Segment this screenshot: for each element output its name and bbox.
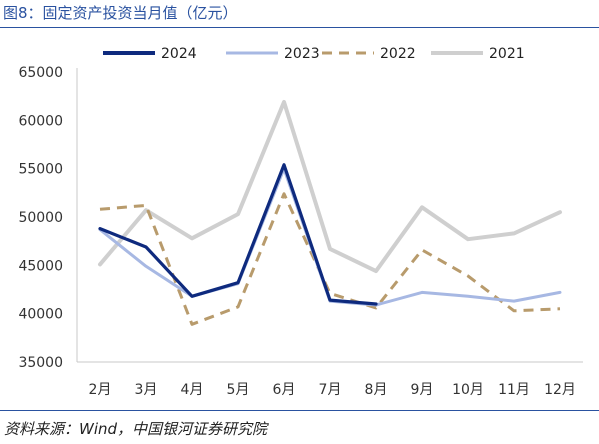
x-tick-label: 7月: [319, 382, 342, 398]
legend-label-2023: 2023: [284, 46, 320, 62]
x-tick-label: 12月: [544, 382, 576, 398]
series-line-2022: [99, 192, 561, 326]
chart-legend: 2024 2023 2022 2021: [103, 46, 525, 62]
x-tick-label: 2月: [89, 382, 112, 398]
source-note: 资料来源：Wind，中国银河证券研究院: [4, 420, 268, 438]
legend-label-2024: 2024: [161, 46, 197, 62]
x-tick-label: 5月: [227, 382, 250, 398]
series-line-2024: [98, 163, 378, 306]
title-rule: [0, 27, 599, 28]
legend-label-2021: 2021: [489, 46, 525, 62]
x-tick-label: 10月: [452, 382, 484, 398]
y-tick-label: 45000: [18, 258, 63, 274]
y-tick-label: 40000: [18, 307, 63, 323]
chart-title: 图8：固定资产投资当月值（亿元）: [3, 4, 238, 22]
y-tick-label: 65000: [18, 65, 63, 81]
y-tick-label: 35000: [18, 355, 63, 371]
x-tick-label: 9月: [411, 382, 434, 398]
x-tick-label: 3月: [135, 382, 158, 398]
line-chart: 35000 40000 45000 50000 55000 60000 65000 2月 3月 4…: [18, 46, 583, 398]
chart-axes: 35000 40000 45000 50000 55000 60000 65000 2月 3月 4…: [18, 65, 583, 398]
legend-label-2022: 2022: [380, 46, 416, 62]
chart-series: [98, 100, 562, 326]
y-tick-label: 55000: [18, 162, 63, 178]
x-tick-label: 8月: [365, 382, 388, 398]
x-tick-label: 4月: [181, 382, 204, 398]
series-line-2021: [98, 100, 562, 274]
footer-rule: [0, 410, 599, 411]
y-tick-label: 60000: [18, 113, 63, 129]
y-tick-label: 50000: [18, 210, 63, 226]
x-tick-label: 11月: [498, 382, 530, 398]
x-tick-label: 6月: [273, 382, 296, 398]
